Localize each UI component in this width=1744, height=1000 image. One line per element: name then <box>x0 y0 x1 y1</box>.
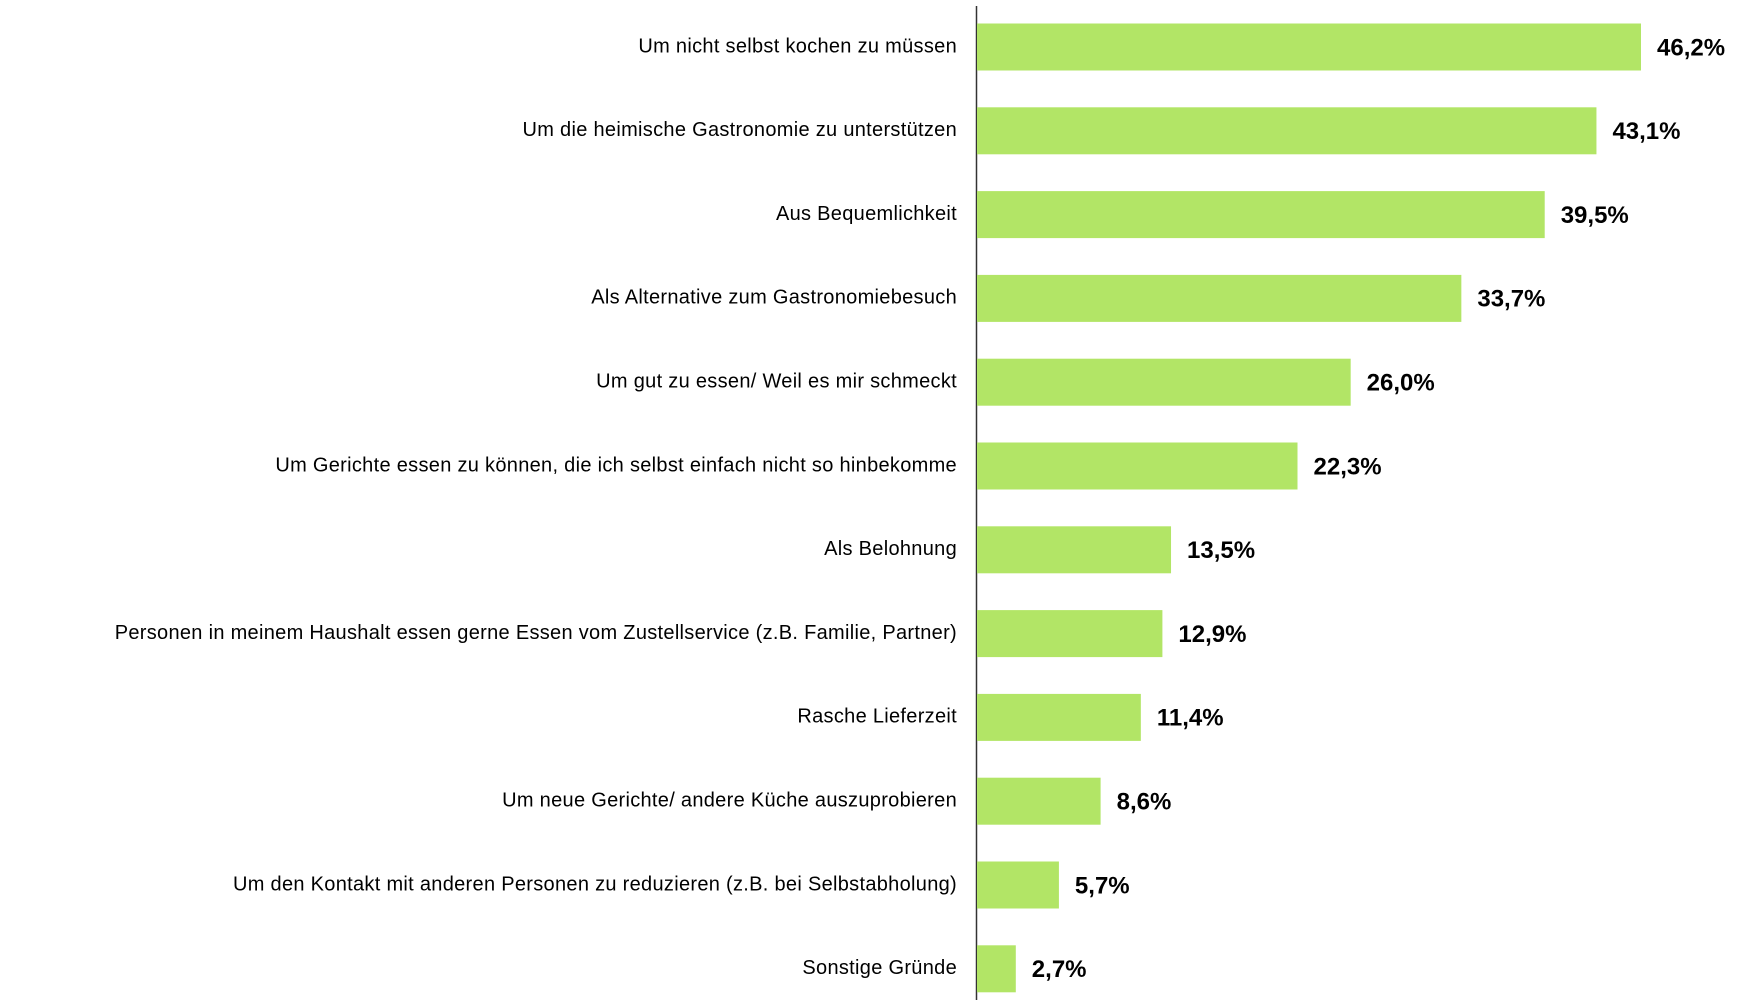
category-label: Personen in meinem Haushalt essen gerne … <box>115 622 957 644</box>
bar <box>977 23 1641 71</box>
value-label: 43,1% <box>1612 118 1680 145</box>
bar <box>977 777 1101 825</box>
bar <box>977 861 1059 909</box>
bar <box>977 358 1351 406</box>
bar <box>977 191 1545 239</box>
bar <box>977 107 1597 155</box>
category-label: Rasche Lieferzeit <box>797 706 957 728</box>
category-label: Um die heimische Gastronomie zu unterstü… <box>523 119 958 141</box>
bar <box>977 442 1298 490</box>
value-label: 2,7% <box>1032 956 1087 983</box>
value-label: 46,2% <box>1657 34 1725 61</box>
category-label: Um nicht selbst kochen zu müssen <box>638 35 957 57</box>
category-label: Um Gerichte essen zu können, die ich sel… <box>275 454 957 476</box>
value-label: 13,5% <box>1187 537 1255 564</box>
category-label: Um neue Gerichte/ andere Küche auszuprob… <box>502 789 957 811</box>
value-label: 22,3% <box>1314 453 1382 480</box>
value-label: 11,4% <box>1157 705 1224 732</box>
value-label: 33,7% <box>1477 286 1545 313</box>
category-label: Sonstige Gründe <box>802 957 957 979</box>
value-label: 5,7% <box>1075 872 1130 899</box>
value-label: 8,6% <box>1117 789 1172 816</box>
category-label: Um gut zu essen/ Weil es mir schmeckt <box>596 370 957 392</box>
value-label: 12,9% <box>1178 621 1246 648</box>
category-label: Als Belohnung <box>824 538 957 560</box>
category-label: Aus Bequemlichkeit <box>776 203 957 225</box>
bar <box>977 526 1172 574</box>
value-label: 26,0% <box>1367 370 1435 397</box>
bar <box>977 945 1016 993</box>
bar <box>977 274 1462 322</box>
category-label: Als Alternative zum Gastronomiebesuch <box>591 287 957 309</box>
value-label: 39,5% <box>1561 202 1629 229</box>
bar <box>977 693 1141 741</box>
category-label: Um den Kontakt mit anderen Personen zu r… <box>233 873 957 895</box>
bar <box>977 610 1163 658</box>
